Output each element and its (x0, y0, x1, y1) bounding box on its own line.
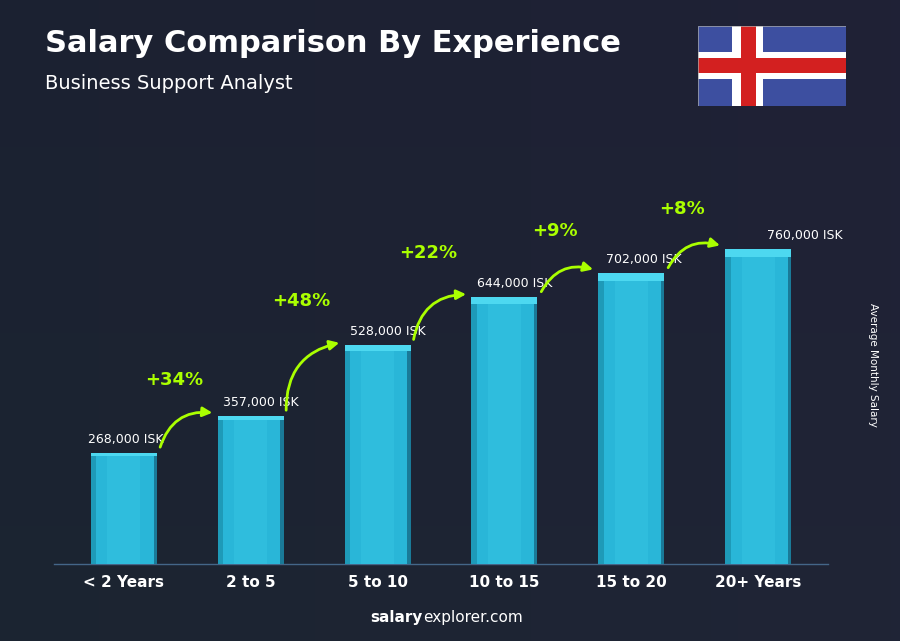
Bar (662, 274, 664, 564)
Bar (218, 416, 284, 564)
Bar (218, 416, 284, 420)
Bar (725, 249, 791, 257)
Bar (345, 345, 350, 564)
Text: 702,000 ISK: 702,000 ISK (606, 253, 681, 266)
Text: +22%: +22% (400, 244, 457, 262)
Bar (234, 416, 267, 564)
Text: 528,000 ISK: 528,000 ISK (349, 325, 426, 338)
Bar (218, 416, 223, 564)
Bar (725, 249, 791, 564)
Bar (742, 249, 775, 564)
Text: +48%: +48% (273, 292, 330, 310)
Bar (598, 274, 664, 564)
Bar (107, 453, 140, 564)
Bar (345, 345, 410, 564)
Bar (725, 249, 731, 564)
Bar (615, 274, 648, 564)
Bar (345, 345, 410, 351)
Bar (472, 297, 537, 304)
Text: +9%: +9% (533, 222, 578, 240)
Bar (91, 453, 157, 456)
Bar (788, 249, 791, 564)
Bar (91, 453, 96, 564)
Bar (408, 345, 410, 564)
Text: 268,000 ISK: 268,000 ISK (88, 433, 164, 445)
Text: salary: salary (371, 610, 423, 625)
Bar (535, 297, 537, 564)
Bar (698, 52, 846, 79)
Text: +34%: +34% (146, 371, 203, 389)
Bar (732, 26, 763, 106)
Text: 357,000 ISK: 357,000 ISK (223, 396, 299, 409)
Text: 760,000 ISK: 760,000 ISK (767, 229, 842, 242)
Bar (154, 453, 157, 564)
Bar (742, 26, 756, 106)
Text: Average Monthly Salary: Average Monthly Salary (868, 303, 878, 428)
Bar (472, 297, 477, 564)
Bar (91, 453, 157, 564)
Bar (598, 274, 604, 564)
Bar (488, 297, 521, 564)
Bar (598, 274, 664, 281)
Text: 644,000 ISK: 644,000 ISK (476, 277, 552, 290)
Bar (281, 416, 284, 564)
Text: explorer.com: explorer.com (423, 610, 523, 625)
Bar (698, 58, 846, 73)
Text: Salary Comparison By Experience: Salary Comparison By Experience (45, 29, 621, 58)
Text: +8%: +8% (659, 200, 705, 218)
Bar (472, 297, 537, 564)
Bar (361, 345, 394, 564)
Text: Business Support Analyst: Business Support Analyst (45, 74, 292, 93)
